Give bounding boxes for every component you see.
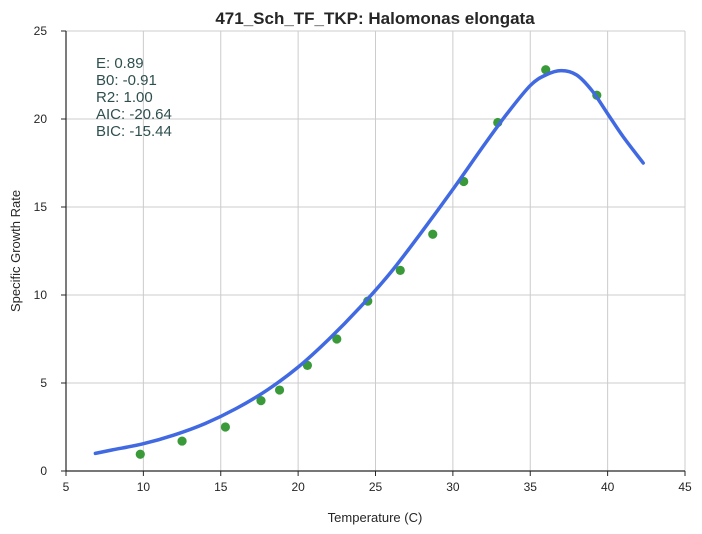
y-tick-label: 10 — [34, 288, 48, 302]
x-tick-label: 15 — [214, 480, 228, 494]
data-point — [135, 449, 145, 459]
data-point — [274, 385, 285, 395]
fitted-curve-line — [93, 68, 645, 456]
x-tick-label: 20 — [291, 480, 305, 494]
x-axis-label: Temperature (C) — [328, 510, 423, 525]
data-point — [428, 229, 438, 239]
y-tick-label: 25 — [34, 24, 48, 38]
x-tick-label: 25 — [369, 480, 383, 494]
y-tick-label: 5 — [40, 376, 47, 390]
x-tick-label: 5 — [63, 480, 70, 494]
ticks: 5 10 15 20 25 30 35 40 45 0 5 10 15 20 25 — [34, 24, 692, 494]
stat-aic: AIC: -20.64 — [96, 106, 172, 123]
y-tick-label: 15 — [34, 200, 48, 214]
x-tick-label: 40 — [601, 480, 615, 494]
data-point — [256, 396, 266, 406]
data-point — [332, 334, 342, 344]
data-point — [177, 436, 187, 446]
data-point — [541, 65, 551, 75]
stat-bic: BIC: -15.44 — [96, 123, 172, 140]
data-marks — [93, 65, 645, 459]
data-point — [395, 265, 405, 275]
chart-title: 471_Sch_TF_TKP: Halomonas elongata — [215, 9, 535, 28]
x-tick-label: 30 — [446, 480, 460, 494]
stat-r2: R2: 1.00 — [96, 89, 153, 106]
stat-b0: B0: -0.91 — [96, 72, 157, 89]
stat-e: E: 0.89 — [96, 55, 144, 72]
data-point — [220, 422, 230, 432]
y-tick-label: 20 — [34, 112, 48, 126]
x-tick-label: 45 — [678, 480, 692, 494]
x-tick-label: 35 — [524, 480, 538, 494]
x-tick-label: 10 — [137, 480, 151, 494]
y-axis-label: Specific Growth Rate — [8, 190, 23, 312]
y-tick-label: 0 — [40, 464, 47, 478]
stats-box: E: 0.89 B0: -0.91 R2: 1.00 AIC: -20.64 B… — [96, 55, 172, 140]
